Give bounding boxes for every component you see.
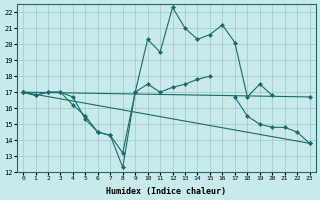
- X-axis label: Humidex (Indice chaleur): Humidex (Indice chaleur): [106, 187, 226, 196]
